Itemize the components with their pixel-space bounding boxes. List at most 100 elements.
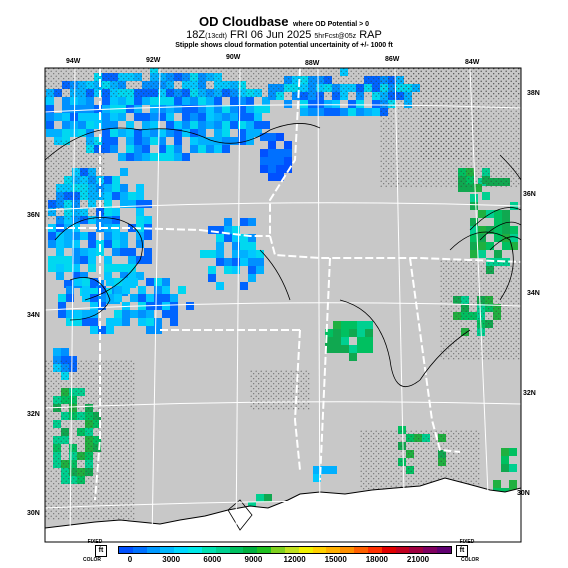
- cloudbase-cell: [134, 153, 142, 161]
- cloudbase-cell: [332, 108, 340, 116]
- cloudbase-cell: [82, 318, 90, 326]
- cloudbase-cell: [130, 294, 138, 302]
- cloudbase-cell: [104, 208, 112, 216]
- cloudbase-cell: [222, 145, 230, 153]
- cloudbase-cell: [214, 129, 222, 137]
- cloudbase-cell: [174, 121, 182, 129]
- cloudbase-cell: [268, 133, 276, 141]
- cloudbase-cell: [341, 321, 349, 329]
- cloudbase-cell: [208, 226, 216, 234]
- cloudbase-cell: [190, 137, 198, 145]
- colorbar-segment: [132, 547, 147, 553]
- cloudbase-cell: [190, 145, 198, 153]
- cloudbase-cell: [72, 264, 80, 272]
- cloudbase-cell: [48, 256, 56, 264]
- cloudbase-cell: [88, 240, 96, 248]
- cloudbase-cell: [138, 294, 146, 302]
- cloudbase-cell: [98, 302, 106, 310]
- cloudbase-cell: [174, 105, 182, 113]
- cloudbase-cell: [72, 272, 80, 280]
- cloudbase-cell: [238, 97, 246, 105]
- cloudbase-cell: [142, 97, 150, 105]
- lon-label-92w: 92W: [146, 57, 161, 64]
- cloudbase-cell: [324, 100, 332, 108]
- cloudbase-cell: [104, 288, 112, 296]
- left-box-caption-top: FIXED: [87, 539, 103, 545]
- cloudbase-cell: [206, 121, 214, 129]
- cloudbase-cell: [128, 224, 136, 232]
- cloudbase-cell: [246, 121, 254, 129]
- cloudbase-cell: [112, 208, 120, 216]
- colorbar-segment: [146, 547, 161, 553]
- cloudbase-cell: [54, 113, 62, 121]
- cloudbase-cell: [510, 234, 518, 242]
- cloudbase-cell: [118, 97, 126, 105]
- colorbar-tick-label: 12000: [283, 555, 306, 564]
- valid-date: FRI 06 Jun 2025: [230, 29, 312, 41]
- cloudbase-cell: [154, 286, 162, 294]
- cloudbase-cell: [238, 113, 246, 121]
- cloudbase-cell: [365, 321, 373, 329]
- left-box-caption-bottom: COLOR: [82, 557, 102, 563]
- stipple-region: [420, 100, 480, 160]
- cloudbase-cell: [246, 97, 254, 105]
- colorbar-segment: [188, 547, 202, 553]
- cloudbase-cell: [104, 184, 112, 192]
- cloudbase-cell: [126, 153, 134, 161]
- cloudbase-cell: [46, 97, 54, 105]
- contour-lines: [45, 123, 521, 387]
- cloudbase-cell: [240, 234, 248, 242]
- map-title: OD Cloudbase where OD Potential > 0: [0, 13, 568, 31]
- cloudbase-cell: [208, 274, 216, 282]
- cloudbase-cell: [53, 348, 61, 356]
- cloudbase-cell: [470, 194, 478, 202]
- cloudbase-cell: [232, 258, 240, 266]
- cloudbase-cell: [170, 294, 178, 302]
- cloudbase-cell: [110, 137, 118, 145]
- cloudbase-cell: [198, 105, 206, 113]
- cloudbase-cell: [208, 250, 216, 258]
- cloudbase-cell: [216, 282, 224, 290]
- cloudbase-cell: [78, 121, 86, 129]
- right-unit-box: ft: [456, 545, 468, 557]
- valid-time: 18Z: [186, 29, 206, 41]
- cloudbase-cell: [136, 208, 144, 216]
- lat-label-right-32n: 32N: [523, 390, 536, 397]
- cloudbase-cell: [470, 218, 478, 226]
- cloudbase-cell: [144, 248, 152, 256]
- cloudbase-cell: [248, 266, 256, 274]
- cloudbase-cell: [240, 242, 248, 250]
- cloudbase-cell: [268, 173, 276, 181]
- cloudbase-cell: [308, 108, 316, 116]
- cloudbase-cell: [224, 218, 232, 226]
- cloudbase-cell: [128, 264, 136, 272]
- cloudbase-cell: [150, 121, 158, 129]
- cloudbase-cell: [356, 100, 364, 108]
- forecast-note: 5hrFcst@05z: [314, 33, 357, 40]
- cloudbase-cell: [146, 278, 154, 286]
- cloudbase-cell: [56, 232, 64, 240]
- cloudbase-cell: [238, 105, 246, 113]
- cloudbase-cell: [134, 105, 142, 113]
- cloudbase-cell: [349, 353, 357, 361]
- cloudbase-cell: [214, 121, 222, 129]
- cloudbase-cell: [206, 113, 214, 121]
- cloudbase-cell: [58, 294, 66, 302]
- cloudbase-cell: [178, 286, 186, 294]
- cloudbase-cell: [150, 129, 158, 137]
- cloudbase-cell: [166, 105, 174, 113]
- cloudbase-cell: [324, 108, 332, 116]
- lon-label-90w: 90W: [226, 54, 241, 61]
- cloudbase-cell: [486, 242, 494, 250]
- cloudbase-cell: [316, 108, 324, 116]
- cloudbase-cell: [120, 272, 128, 280]
- lat-label-left-30n: 30N: [27, 510, 40, 517]
- colorbar-segment: [312, 547, 327, 553]
- cloudbase-cell: [158, 153, 166, 161]
- cloudbase-cell: [66, 294, 74, 302]
- lon-label-84w: 84W: [465, 59, 480, 66]
- cloudbase-cell: [128, 272, 136, 280]
- cloudbase-cell: [238, 121, 246, 129]
- cloudbase-cell: [325, 337, 333, 345]
- colorbar-segment: [326, 547, 341, 553]
